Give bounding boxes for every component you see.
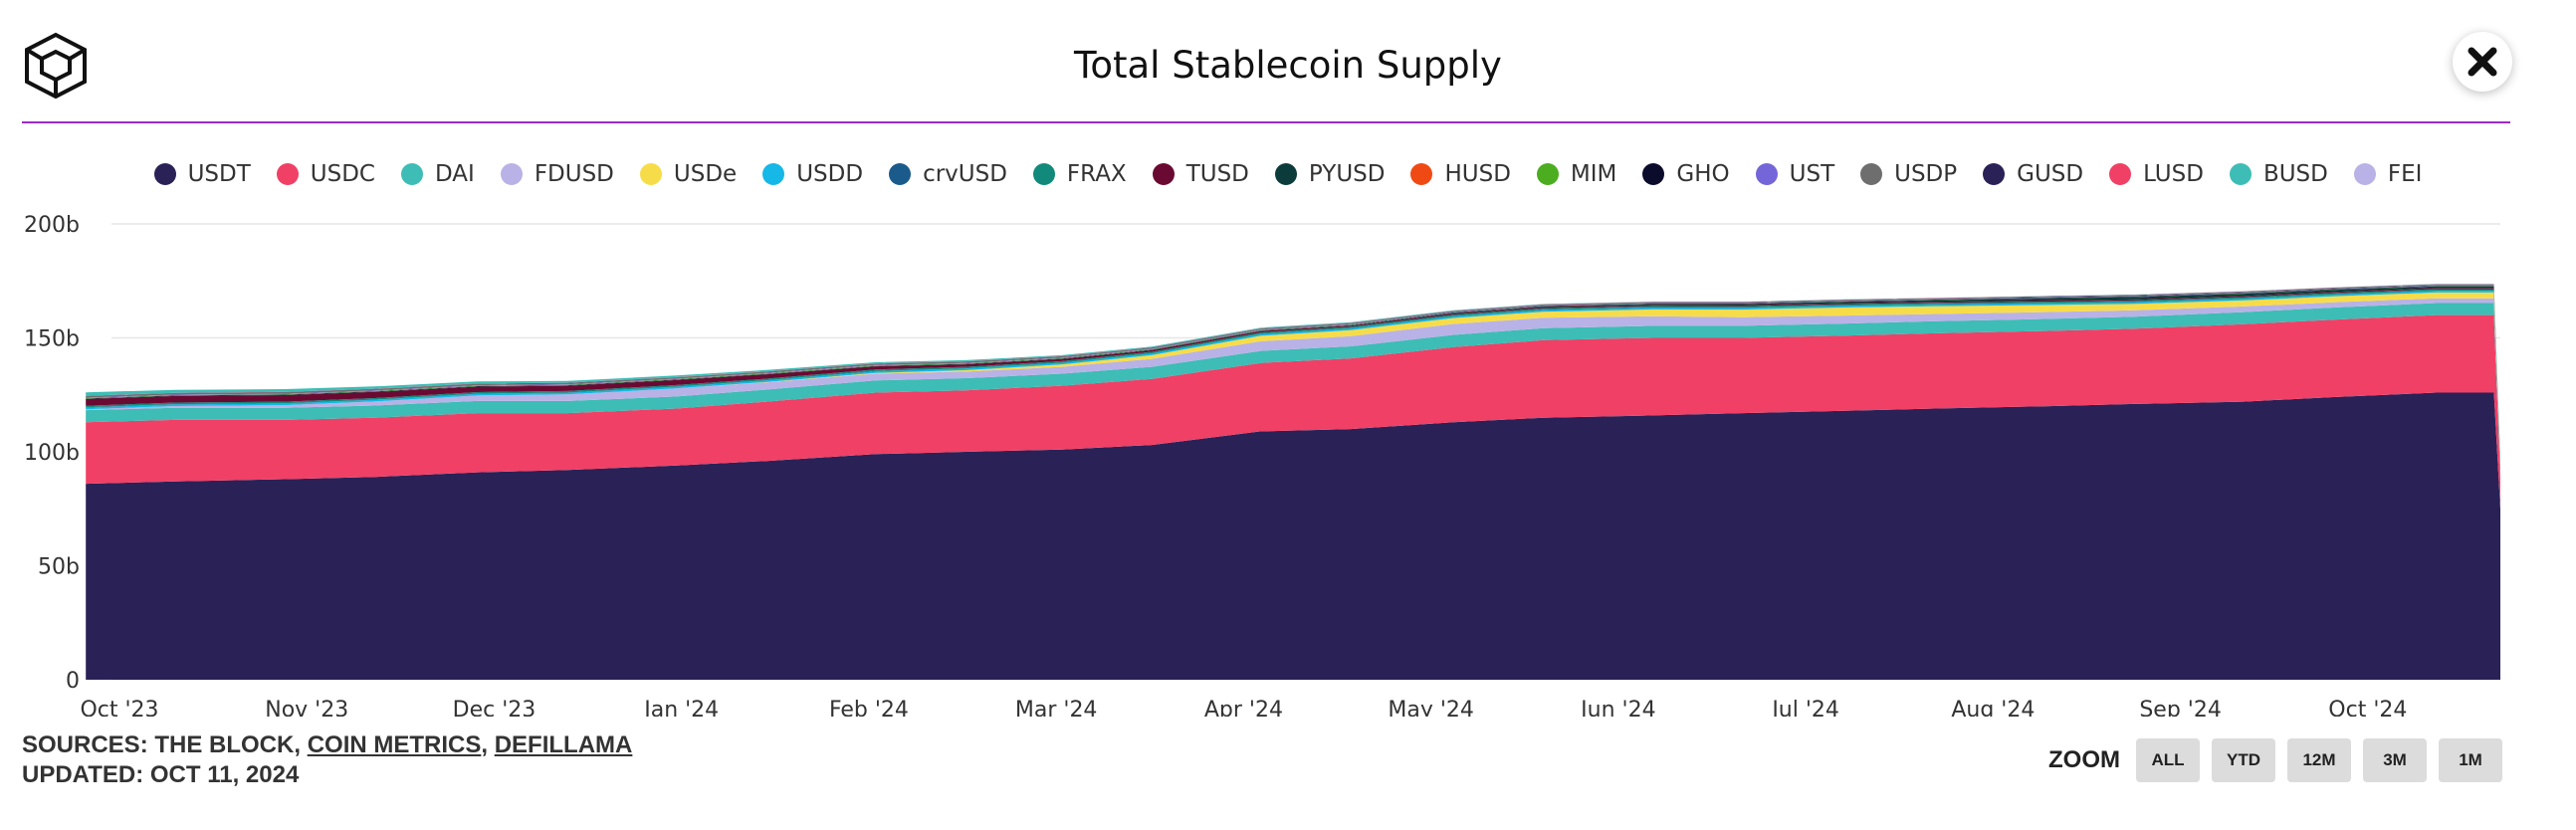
legend-swatch bbox=[639, 163, 662, 185]
chart-legend: USDT USDC DAI FDUSD USDe USDD crvUSD FRAX TUSD PY… bbox=[0, 161, 2576, 187]
legend-label: crvUSD bbox=[923, 161, 1007, 187]
legend-swatch bbox=[2353, 163, 2376, 185]
legend-label: TUSD bbox=[1185, 161, 1249, 187]
close-button[interactable] bbox=[2453, 32, 2512, 92]
legend-label: UST bbox=[1789, 161, 1835, 187]
y-tick-label: 200b bbox=[24, 213, 80, 238]
legend-item-usdc[interactable]: USDC bbox=[276, 161, 375, 187]
legend-swatch bbox=[500, 163, 523, 185]
legend-swatch bbox=[400, 163, 423, 185]
legend-item-frax[interactable]: FRAX bbox=[1032, 161, 1127, 187]
legend-label: FRAX bbox=[1066, 161, 1127, 187]
sources-line: SOURCES: THE BLOCK, COIN METRICS, DEFILL… bbox=[22, 730, 632, 760]
x-tick-label: Feb '24 bbox=[829, 698, 909, 717]
sources-prefix: SOURCES: THE BLOCK, bbox=[22, 731, 308, 758]
x-tick-label: Nov '23 bbox=[265, 698, 348, 717]
legend-swatch bbox=[1152, 163, 1175, 185]
area-series-dai bbox=[86, 303, 2501, 478]
y-tick-label: 100b bbox=[24, 441, 80, 466]
sources-separator: , bbox=[481, 731, 495, 758]
legend-label: MIM bbox=[1570, 161, 1617, 187]
legend-label: LUSD bbox=[2143, 161, 2204, 187]
legend-swatch bbox=[2229, 163, 2252, 185]
legend-label: DAI bbox=[434, 161, 475, 187]
legend-item-fei[interactable]: FEI bbox=[2353, 161, 2423, 187]
legend-item-usdd[interactable]: USDD bbox=[762, 161, 863, 187]
legend-swatch bbox=[1274, 163, 1297, 185]
legend-label: BUSD bbox=[2262, 161, 2328, 187]
updated-date: UPDATED: OCT 11, 2024 bbox=[22, 761, 300, 788]
legend-swatch bbox=[153, 163, 176, 185]
legend-label: HUSD bbox=[1444, 161, 1511, 187]
legend-item-pyusd[interactable]: PYUSD bbox=[1274, 161, 1386, 187]
x-tick-label: Oct '23 bbox=[80, 698, 158, 717]
area-series-usdt bbox=[86, 392, 2501, 680]
x-tick-label: Sep '24 bbox=[2139, 698, 2222, 717]
legend-label: USDC bbox=[310, 161, 375, 187]
area-series-usdc bbox=[86, 314, 2501, 510]
legend-item-lusd[interactable]: LUSD bbox=[2109, 161, 2204, 187]
y-tick-label: 50b bbox=[38, 555, 80, 580]
x-tick-label: Apr '24 bbox=[1204, 698, 1283, 717]
legend-swatch bbox=[276, 163, 299, 185]
legend-item-gho[interactable]: GHO bbox=[1642, 161, 1730, 187]
x-tick-label: Mar '24 bbox=[1015, 698, 1098, 717]
zoom-3m-button[interactable]: 3M bbox=[2363, 738, 2427, 782]
legend-label: USDP bbox=[1894, 161, 1958, 187]
x-tick-label: Jan '24 bbox=[642, 698, 719, 717]
x-tick-label: Dec '23 bbox=[453, 698, 537, 717]
close-icon bbox=[2468, 47, 2497, 77]
legend-label: FDUSD bbox=[534, 161, 614, 187]
legend-item-usdp[interactable]: USDP bbox=[1860, 161, 1957, 187]
zoom-controls: ZOOM ALL YTD 12M 3M 1M bbox=[2048, 738, 2502, 782]
coin-metrics-link[interactable]: COIN METRICS bbox=[307, 731, 482, 758]
legend-item-gusd[interactable]: GUSD bbox=[1983, 161, 2083, 187]
x-tick-label: Jul '24 bbox=[1770, 698, 1839, 717]
legend-item-fdusd[interactable]: FDUSD bbox=[500, 161, 614, 187]
legend-swatch bbox=[1755, 163, 1778, 185]
legend-label: GUSD bbox=[2017, 161, 2084, 187]
legend-item-mim[interactable]: MIM bbox=[1536, 161, 1617, 187]
legend-label: GHO bbox=[1676, 161, 1730, 187]
legend-item-crvusd[interactable]: crvUSD bbox=[889, 161, 1007, 187]
legend-swatch bbox=[2109, 163, 2132, 185]
legend-swatch bbox=[1032, 163, 1055, 185]
x-tick-label: May '24 bbox=[1388, 698, 1474, 717]
header-divider bbox=[22, 121, 2510, 123]
legend-swatch bbox=[1860, 163, 1883, 185]
x-tick-label: Jun '24 bbox=[1579, 698, 1655, 717]
legend-swatch bbox=[1983, 163, 2006, 185]
legend-item-busd[interactable]: BUSD bbox=[2229, 161, 2328, 187]
legend-item-husd[interactable]: HUSD bbox=[1410, 161, 1511, 187]
legend-swatch bbox=[1642, 163, 1665, 185]
legend-swatch bbox=[1536, 163, 1559, 185]
defillama-link[interactable]: DEFILLAMA bbox=[494, 731, 633, 758]
stacked-area-chart: 0 50b 100b 150b 200b Oct '23 Nov '23 Dec '23 Jan… bbox=[24, 213, 2501, 717]
legend-item-usde[interactable]: USDe bbox=[639, 161, 738, 187]
zoom-all-button[interactable]: ALL bbox=[2136, 738, 2200, 782]
legend-label: USDe bbox=[673, 161, 738, 187]
legend-swatch bbox=[889, 163, 912, 185]
x-tick-label: Oct '24 bbox=[2328, 698, 2407, 717]
chart-title: Total Stablecoin Supply bbox=[1074, 44, 1502, 87]
sources-block: SOURCES: THE BLOCK, COIN METRICS, DEFILL… bbox=[22, 730, 632, 790]
y-tick-label: 0 bbox=[66, 669, 80, 694]
legend-label: USDT bbox=[187, 161, 251, 187]
legend-item-usdt[interactable]: USDT bbox=[153, 161, 251, 187]
legend-label: PYUSD bbox=[1308, 161, 1386, 187]
zoom-1m-button[interactable]: 1M bbox=[2439, 738, 2502, 782]
legend-swatch bbox=[762, 163, 785, 185]
legend-swatch bbox=[1410, 163, 1433, 185]
legend-item-tusd[interactable]: TUSD bbox=[1152, 161, 1249, 187]
legend-item-dai[interactable]: DAI bbox=[400, 161, 475, 187]
cube-logo-icon bbox=[25, 32, 87, 100]
y-tick-label: 150b bbox=[24, 327, 80, 352]
legend-item-ust[interactable]: UST bbox=[1755, 161, 1835, 187]
zoom-label: ZOOM bbox=[2048, 746, 2120, 773]
x-tick-label: Aug '24 bbox=[1951, 698, 2035, 717]
legend-label: FEI bbox=[2387, 161, 2423, 187]
zoom-12m-button[interactable]: 12M bbox=[2287, 738, 2351, 782]
zoom-ytd-button[interactable]: YTD bbox=[2212, 738, 2275, 782]
legend-label: USDD bbox=[796, 161, 864, 187]
